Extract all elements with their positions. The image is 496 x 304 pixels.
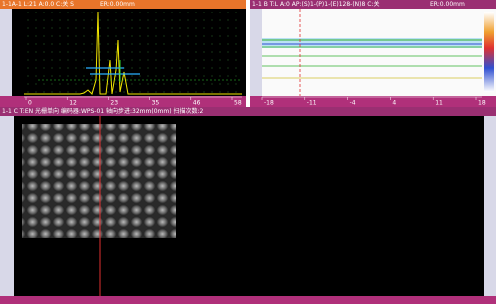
x-tick-label: -18: [264, 100, 274, 107]
c-scan-panel: 1-1 C T:EN 光栅单向 编码器:WPS-01 轴向步进:32mm(0mm…: [0, 107, 496, 304]
x-tick-label: 11: [435, 100, 443, 107]
x-tick-label: 23: [110, 100, 118, 107]
x-tick-label: -4: [350, 100, 356, 107]
x-tick-label: 46: [193, 100, 201, 107]
screen: 1-1A-1 L:21 A:0.0 C:关 S ER:0.00mm 0 12 23 3…: [0, 0, 496, 304]
b-scan-panel: 1-1 B T:L A:0 AP:(S)1-(P)1-(E)128-(N)8 C…: [250, 0, 496, 107]
x-tick-label: 4: [392, 100, 396, 107]
x-tick-label: 18: [478, 100, 486, 107]
a-scan-panel: 1-1A-1 L:21 A:0.0 C:关 S ER:0.00mm: [0, 0, 246, 107]
x-tick-label: 0: [28, 100, 32, 107]
a-scan-er: ER:0.00mm: [100, 1, 135, 8]
x-tick-label: -11: [307, 100, 317, 107]
x-tick-label: 58: [234, 100, 242, 107]
x-tick-label: 35: [152, 100, 160, 107]
b-scan-er: ER:0.00mm: [430, 1, 465, 8]
c-scan-header: 1-1 C T:EN 光栅单向 编码器:WPS-01 轴向步进:32mm(0mm…: [2, 107, 203, 115]
b-scan-header: 1-1 B T:L A:0 AP:(S)1-(P)1-(E)128-(N)8 C…: [252, 0, 379, 8]
x-tick-label: 12: [69, 100, 77, 107]
c-scan-image: [22, 124, 176, 238]
a-scan-header: 1-1A-1 L:21 A:0.0 C:关 S: [2, 0, 74, 8]
